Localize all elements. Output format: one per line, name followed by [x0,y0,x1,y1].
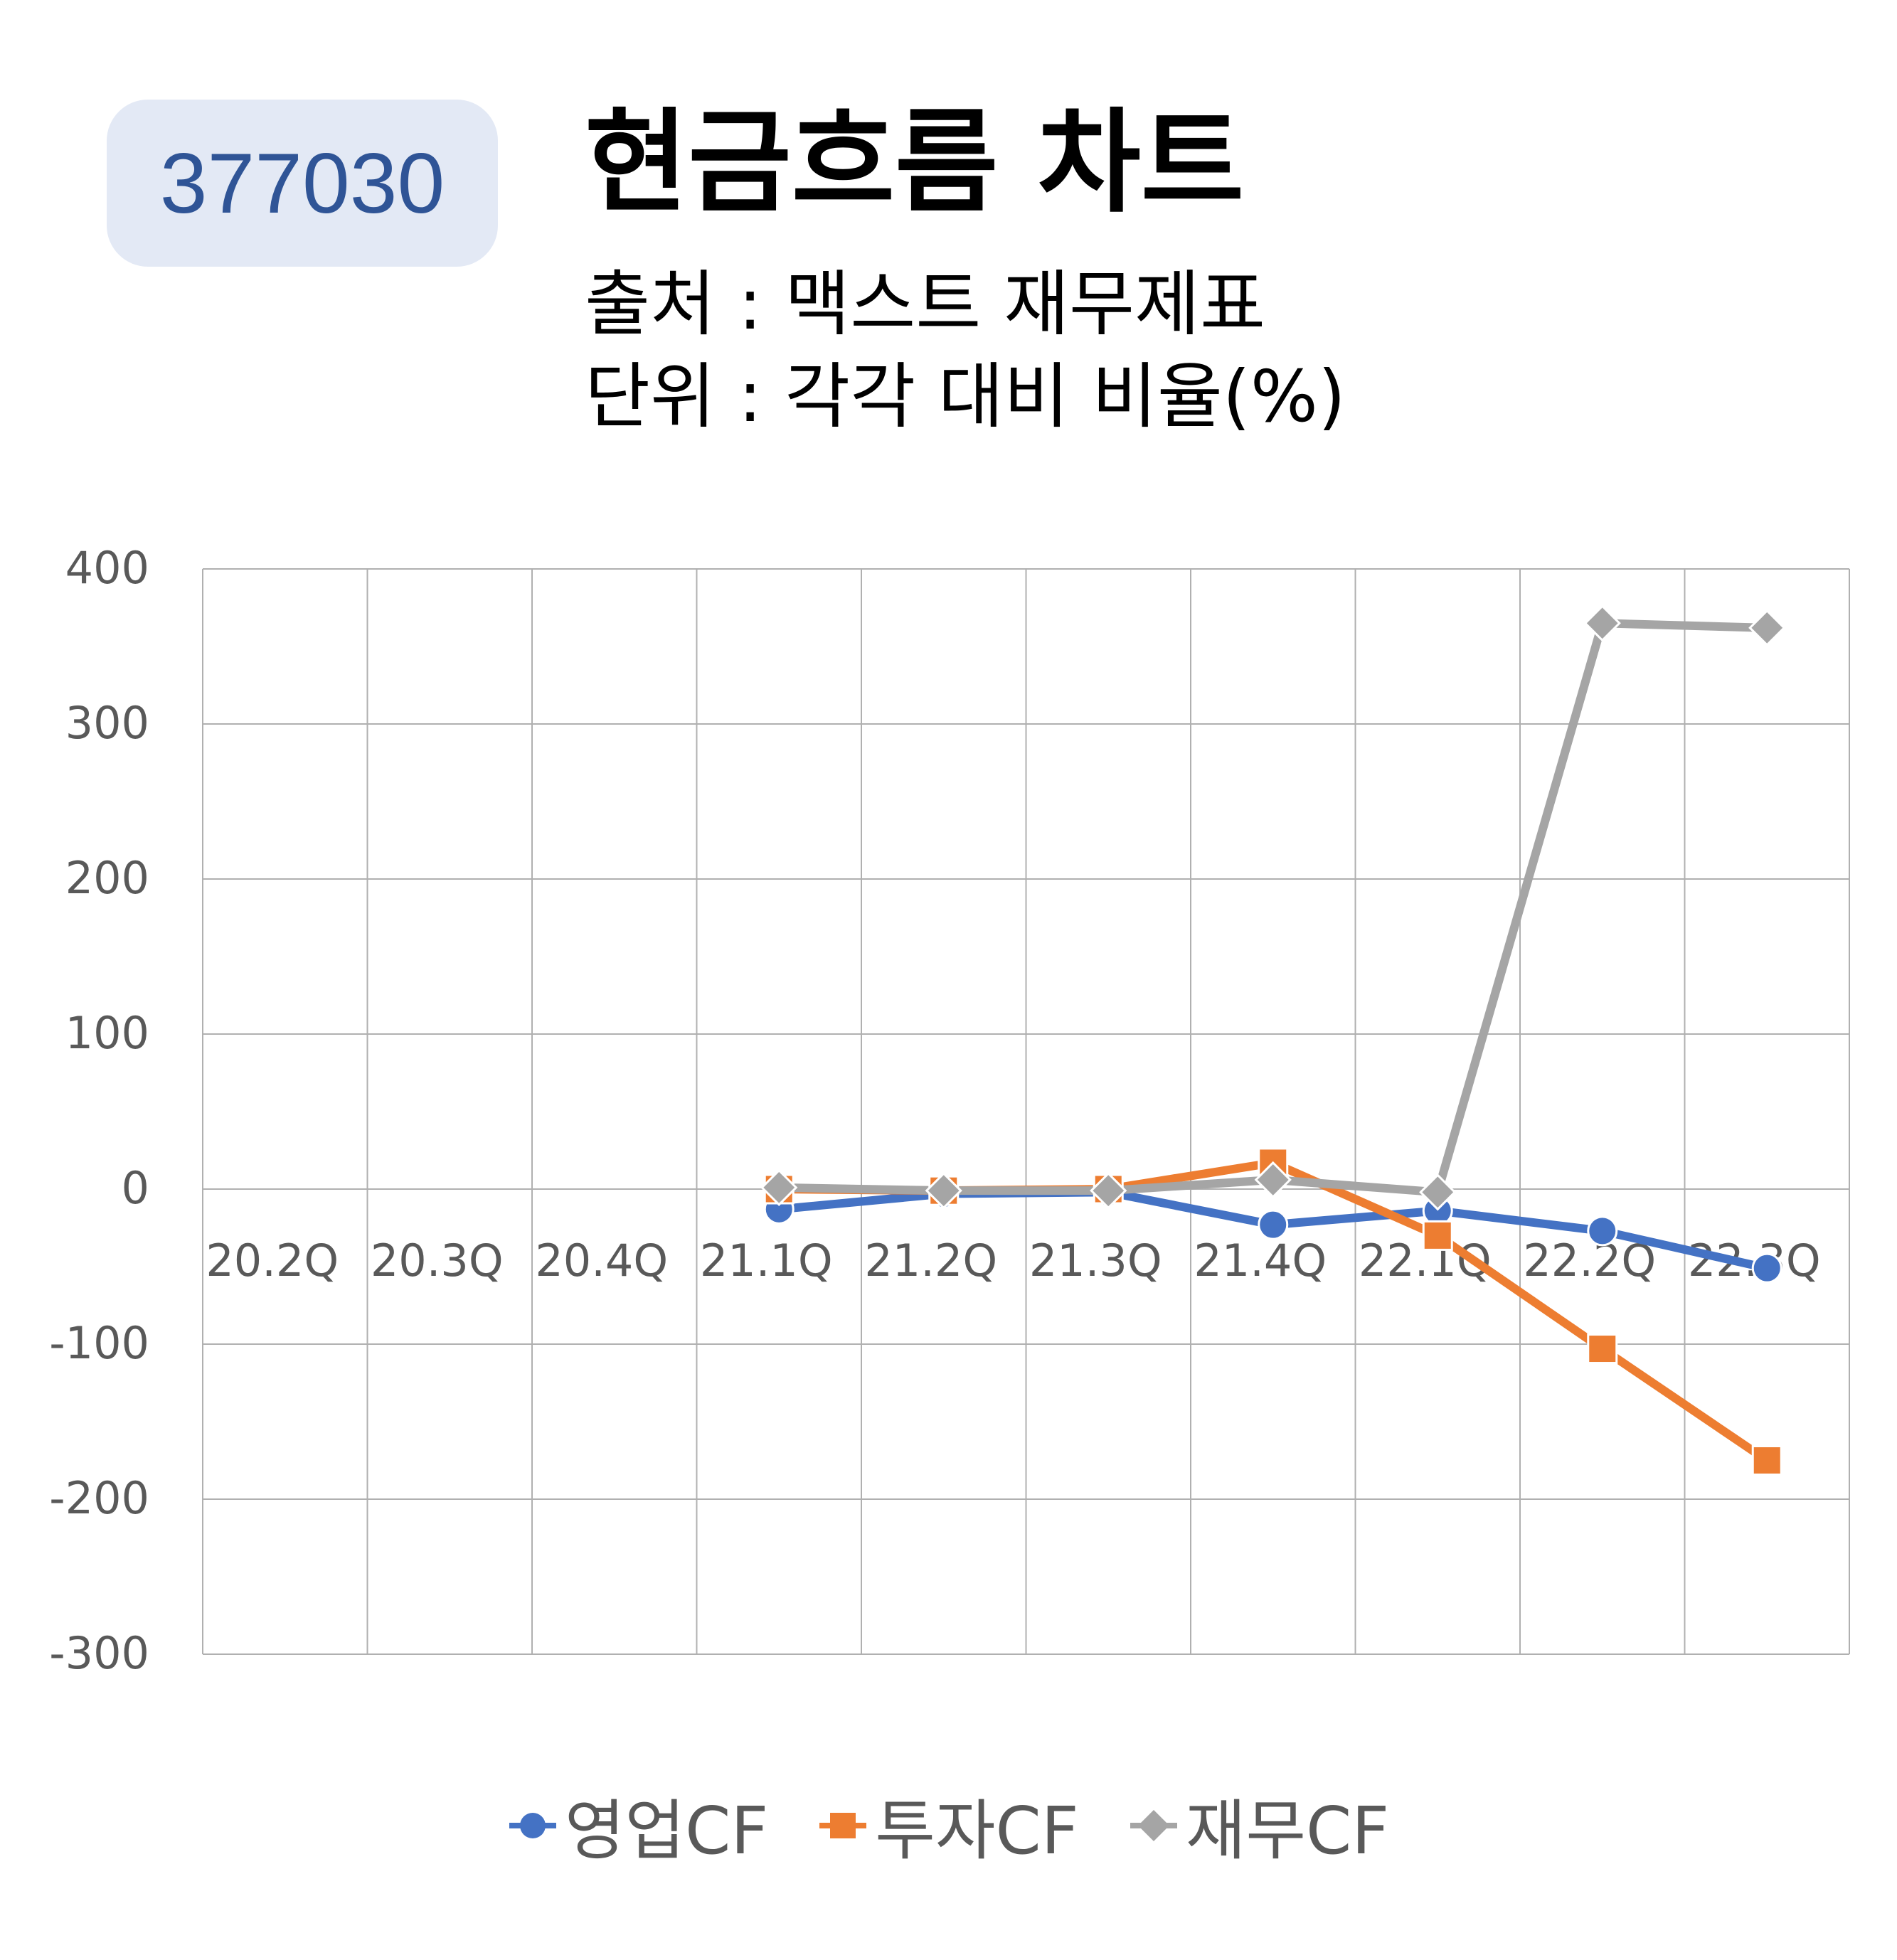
legend-item: 영업CF [508,1778,768,1873]
y-tick-label: -300 [49,1627,149,1679]
point-financing-cf [925,1172,962,1210]
y-tick-label: 200 [65,852,149,904]
legend: 영업CF 투자CF 재무CF [0,1778,1897,1873]
x-tick-label: 21.3Q [1029,1235,1162,1287]
series-line-3 [775,619,1772,1197]
y-tick-label: -100 [49,1317,149,1369]
point-financing-cf [1254,1161,1292,1199]
point-financing-cf [760,1168,798,1206]
ticker-badge: 377030 [107,100,498,267]
legend-label: 투자CF [875,1793,1079,1869]
y-tick-label: -200 [49,1472,149,1524]
point-investing-cf [1422,1220,1453,1251]
legend-marker-icon [1130,1809,1177,1841]
x-tick-label: 20.2Q [206,1235,339,1287]
x-tick-label: 20.4Q [535,1235,668,1287]
point-investing-cf [1587,1333,1618,1365]
x-tick-label: 21.2Q [864,1235,997,1287]
legend-item: 재무CF [1129,1778,1389,1873]
chart-source: 출처 : 맥스트 재무제표 [585,262,1266,346]
point-operating-cf [1258,1209,1289,1240]
point-operating-cf [1751,1252,1782,1284]
point-financing-cf [1419,1173,1457,1211]
legend-label: 영업CF [564,1793,769,1869]
point-operating-cf [1587,1215,1618,1247]
y-tick-label: 100 [65,1007,149,1059]
line-chart: 400 300 200 100 0 -100 -200 -300 20.2Q 20.3Q 20.4Q… [49,542,1850,1679]
chart-title: 현금흐름 차트 [585,97,1245,228]
series-line-2 [775,1158,1772,1465]
legend-marker-icon [819,1812,867,1838]
x-tick-label: 21.1Q [700,1235,833,1287]
point-financing-cf [1583,604,1621,642]
x-tick-label: 22.2Q [1523,1235,1656,1287]
legend-label: 재무CF [1185,1793,1390,1869]
legend-item: 투자CF [818,1778,1079,1873]
x-tick-label: 21.4Q [1194,1235,1327,1287]
legend-marker-icon [509,1812,556,1838]
point-financing-cf [1090,1172,1127,1210]
x-tick-label: 20.3Q [371,1235,504,1287]
y-tick-label: 300 [65,697,149,749]
point-investing-cf [1751,1445,1782,1476]
point-financing-cf [1748,609,1786,646]
chart-unit: 단위 : 각각 대비 비율(%) [585,355,1346,438]
y-tick-label: 0 [122,1162,149,1214]
y-tick-label: 400 [65,542,149,594]
ticker-code: 377030 [159,135,445,231]
